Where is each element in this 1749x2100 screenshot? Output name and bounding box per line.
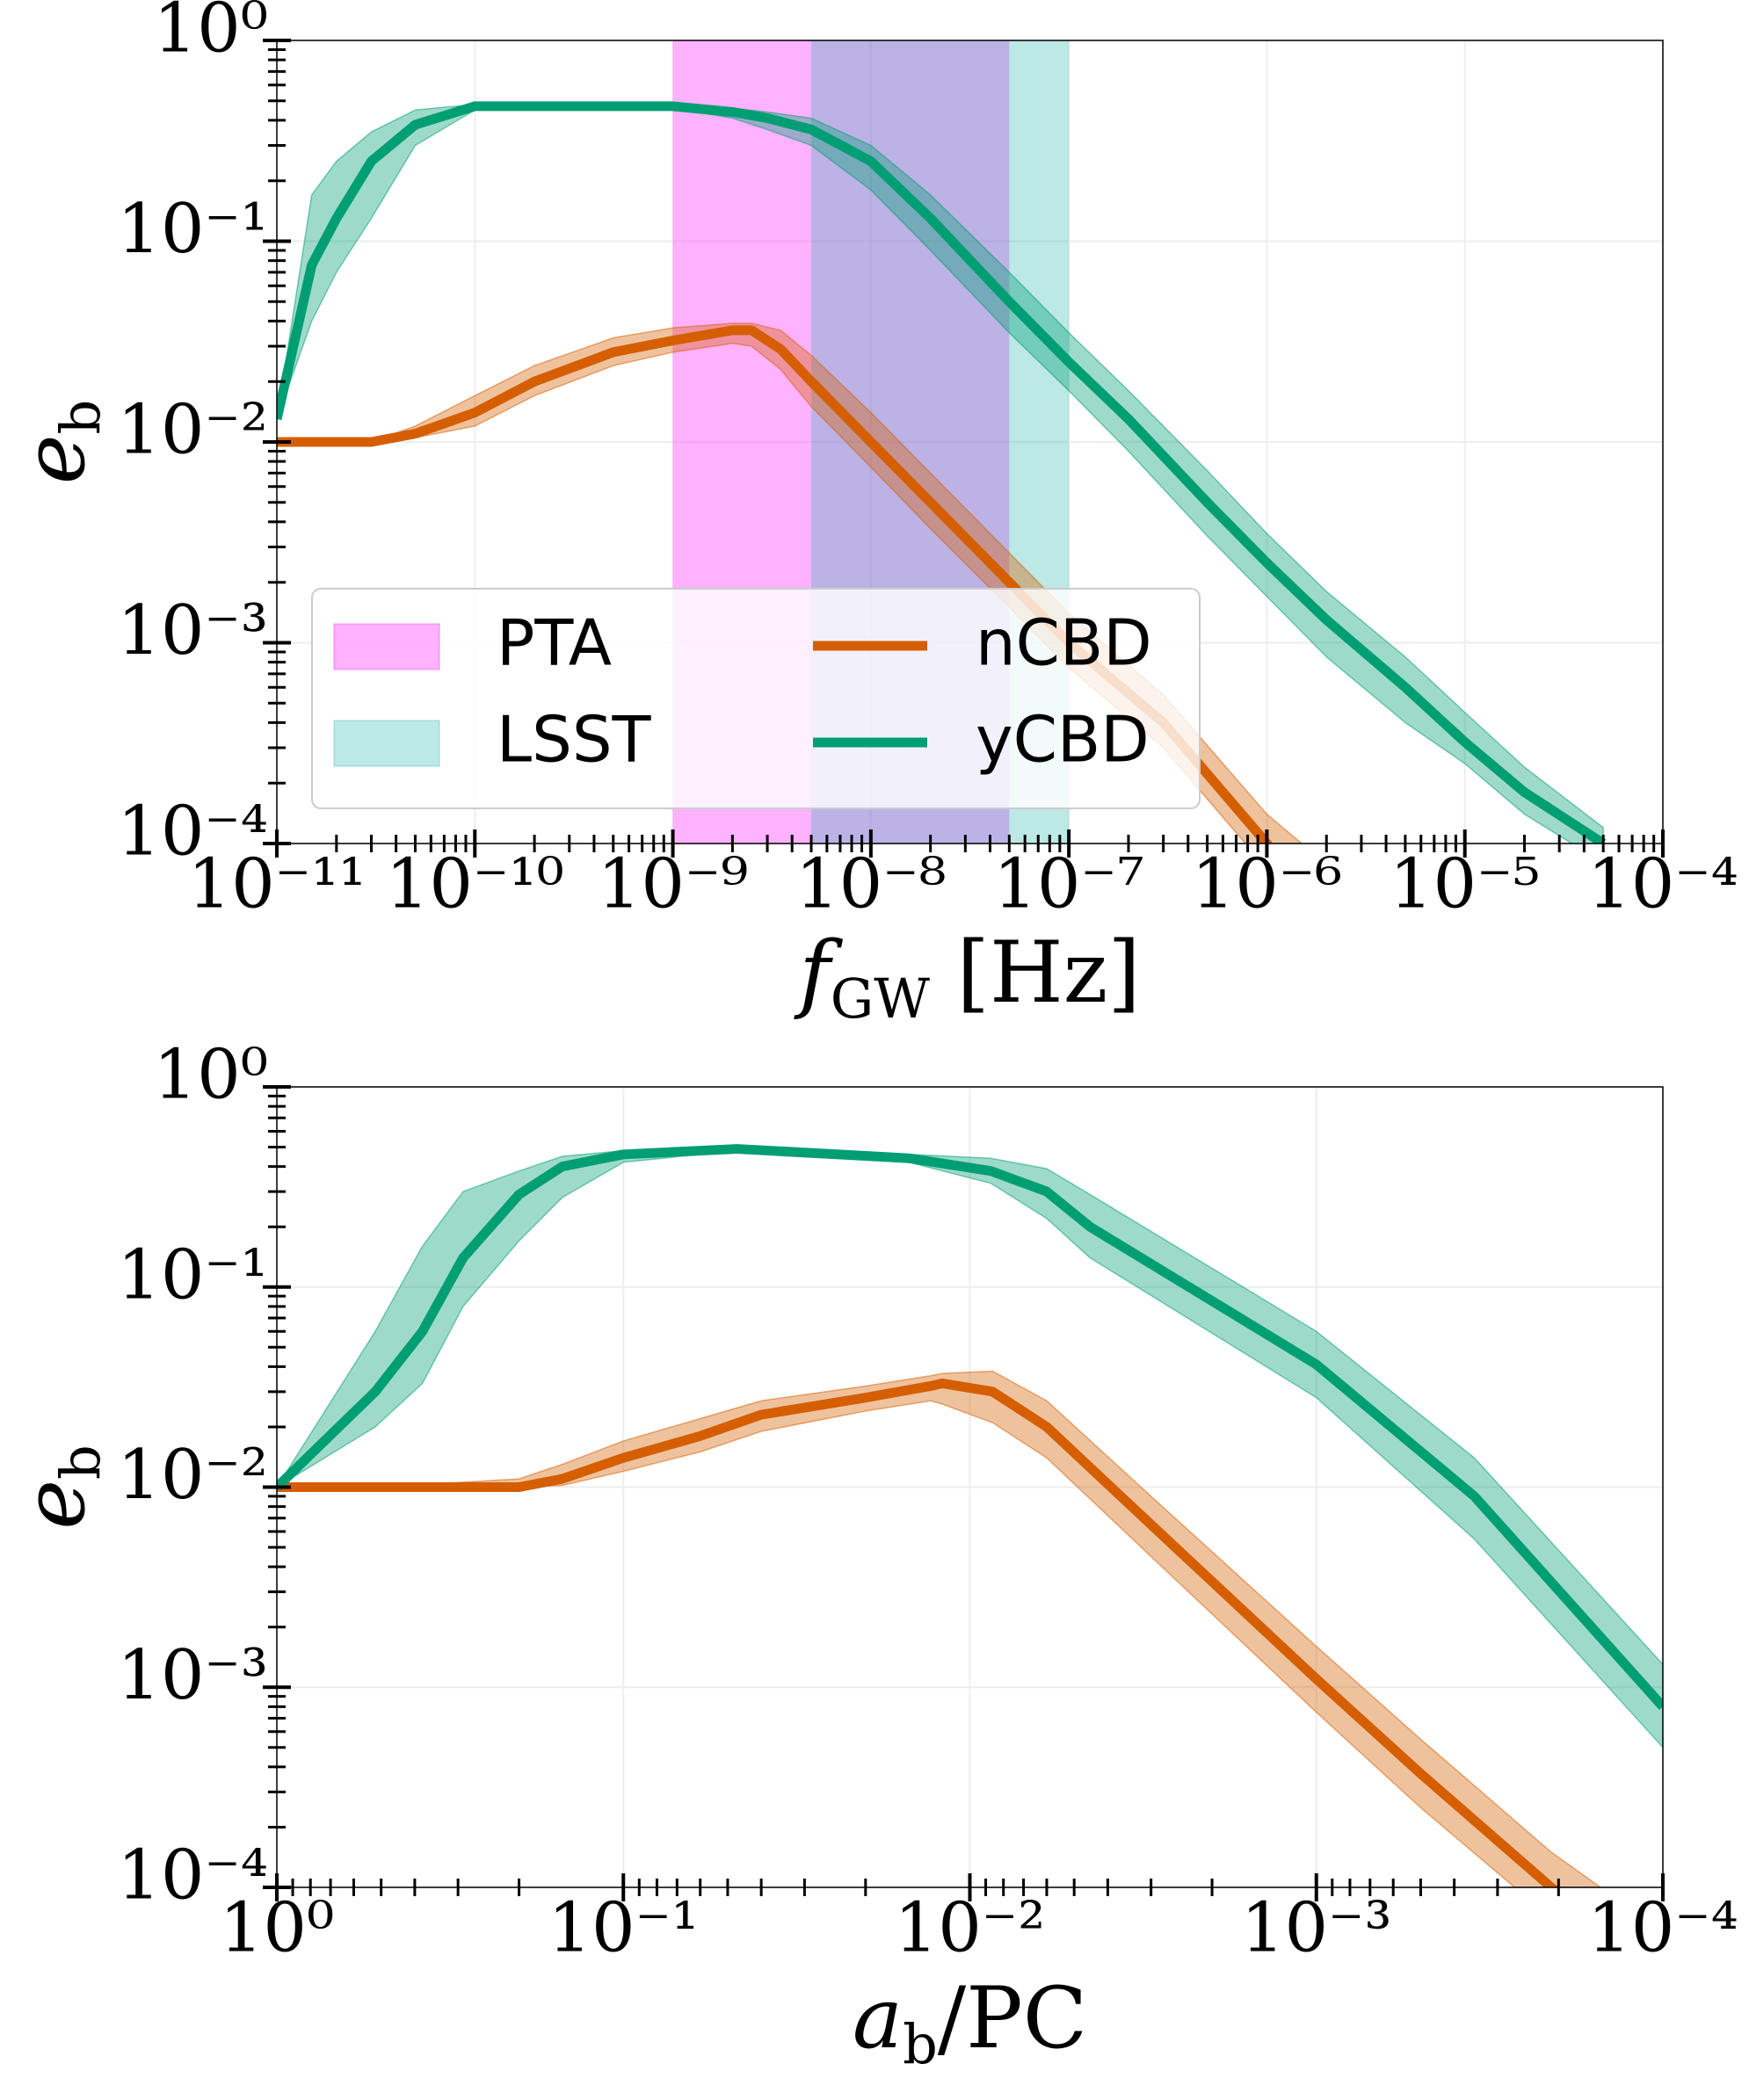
label-sub: GW bbox=[831, 967, 931, 1031]
legend-label: LSST bbox=[497, 703, 652, 777]
x-tick-label: 10⁻¹ bbox=[548, 1889, 699, 1968]
x-axis-label: fGW [Hz] bbox=[794, 923, 1141, 1031]
y-tick-label: 10⁻³ bbox=[117, 591, 268, 670]
x-tick-label: 10⁻⁸ bbox=[795, 845, 947, 924]
band-area bbox=[277, 1370, 1602, 1887]
legend-label: yCBD bbox=[976, 703, 1150, 777]
x-tick-label: 10⁻² bbox=[895, 1889, 1046, 1968]
x-tick-label: 10⁻¹¹ bbox=[188, 845, 366, 924]
x-axis-label: ab/PC bbox=[853, 1969, 1087, 2076]
y-tick-label: 10⁻² bbox=[117, 391, 268, 470]
y-axis-label: eb bbox=[5, 1445, 112, 1530]
legend-label: nCBD bbox=[976, 606, 1152, 680]
legend-frame bbox=[311, 588, 1201, 809]
x-tick-label: 10⁻⁴ bbox=[1587, 1889, 1738, 1968]
x-tick-label: 10⁻⁷ bbox=[993, 845, 1144, 924]
x-tick-label: 10⁻³ bbox=[1241, 1889, 1392, 1968]
plot-area bbox=[277, 1144, 1663, 1887]
band-area bbox=[277, 1146, 1663, 1749]
label-main: a bbox=[853, 1969, 903, 2067]
label-main: e bbox=[5, 1480, 104, 1530]
y-tick-label: 10⁻² bbox=[117, 1436, 268, 1515]
label-sub: b bbox=[48, 1445, 112, 1480]
series-line bbox=[277, 1144, 1663, 1710]
label-rest: /PC bbox=[938, 1969, 1087, 2067]
x-tick-label: 10⁻⁶ bbox=[1192, 845, 1343, 924]
label-sub: b bbox=[903, 2012, 938, 2076]
x-tick-label: 10⁻⁵ bbox=[1390, 845, 1541, 924]
y-tick-label: 10⁻¹ bbox=[117, 1235, 268, 1314]
band-area bbox=[277, 322, 1303, 844]
legend-patch bbox=[333, 720, 440, 767]
y-tick-label: 10⁻⁴ bbox=[117, 1836, 268, 1915]
y-axis-label: eb bbox=[5, 400, 112, 485]
y-tick-label: 10⁻¹ bbox=[117, 190, 268, 269]
y-tick-label: 10⁰ bbox=[153, 0, 268, 69]
label-main: e bbox=[5, 434, 104, 484]
y-tick-label: 10⁰ bbox=[153, 1036, 268, 1115]
legend-patch bbox=[333, 623, 440, 670]
chart: 10⁰ 10⁻¹ 10⁻² 10⁻³ 10⁻⁴10⁻⁴10⁻³10⁻²10⁻¹10⁰ab… bbox=[5, 1036, 1738, 2077]
label-sub: b bbox=[48, 400, 112, 435]
x-tick-label: 10⁻⁴ bbox=[1587, 845, 1738, 924]
legend: PTA LSST nCBD yCBD bbox=[311, 588, 1201, 809]
x-tick-label: 10⁰ bbox=[220, 1889, 335, 1968]
legend-label: PTA bbox=[497, 606, 612, 680]
y-tick-label: 10⁻³ bbox=[117, 1636, 268, 1715]
series-line bbox=[277, 101, 1607, 844]
label-rest: [Hz] bbox=[930, 923, 1141, 1022]
y-tick-label: 10⁻⁴ bbox=[117, 793, 268, 872]
chart: 10⁻¹¹ 10⁻¹⁰ 10⁻⁹ 10⁻⁸ 10⁻⁷ 10⁻⁶ 10⁻⁵ 10⁻⁴ 10⁻⁴ 10… bbox=[5, 0, 1738, 1031]
x-tick-label: 10⁻¹⁰ bbox=[386, 845, 564, 924]
x-tick-label: 10⁻⁹ bbox=[598, 845, 749, 924]
series-line bbox=[277, 1378, 1560, 1887]
